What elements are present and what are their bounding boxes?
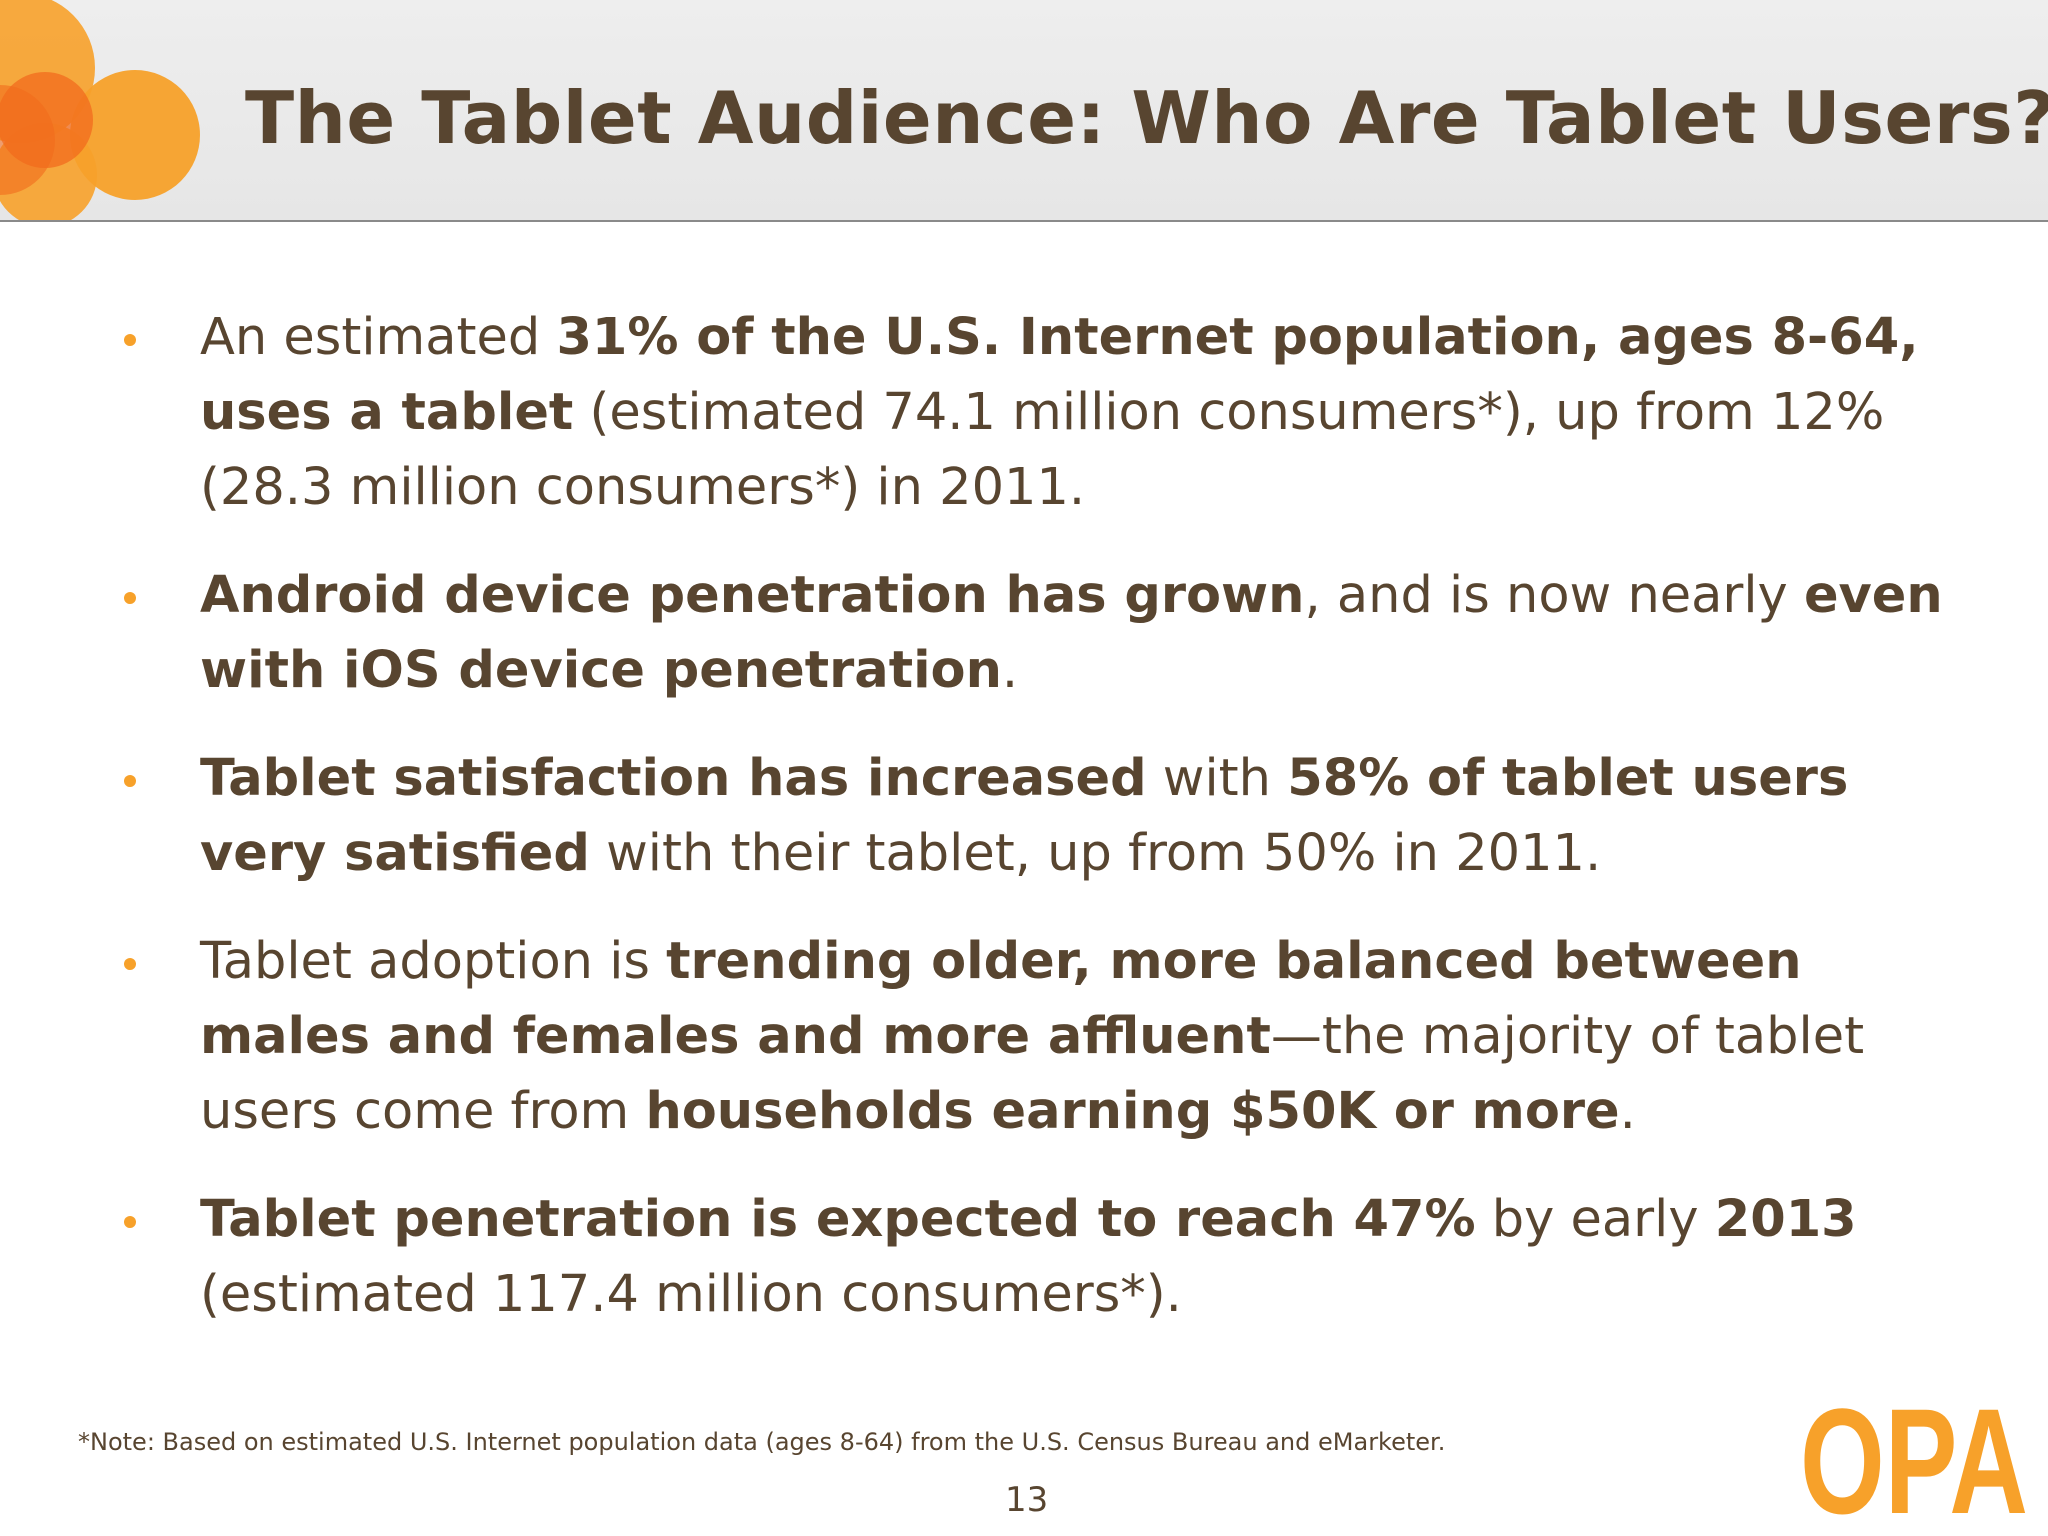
bullet-text-bold: 58% of tablet users very satisfied: [200, 749, 1849, 883]
bullet-dot-icon: [124, 1216, 136, 1228]
bullet-text: (estimated 117.4 million consumers*).: [200, 1265, 1182, 1324]
opa-logo-text: OPA: [1800, 1385, 2028, 1525]
bullet-text: by early: [1475, 1190, 1715, 1249]
bullet-text-bold: Android device penetration has grown: [200, 566, 1305, 625]
bullet-text: with their tablet, up from 50% in 2011.: [589, 824, 1602, 883]
bullet-text-bold: 2013: [1714, 1190, 1857, 1249]
bullet-text-bold: households earning $50K or more: [645, 1082, 1620, 1141]
bullet-text: Tablet adoption is: [200, 932, 667, 991]
bullet-item: Android device penetration has grown, an…: [110, 558, 1950, 708]
bullet-text-bold: trending older, more balanced between ma…: [200, 932, 1802, 1066]
bullet-text: An estimated: [200, 308, 557, 367]
bullet-text: —the majority of tablet users come from: [200, 1007, 1865, 1141]
page-number: 13: [1005, 1480, 1049, 1520]
bullet-dot-icon: [124, 334, 136, 346]
bullet-item: Tablet adoption is trending older, more …: [110, 924, 1950, 1149]
bullet-list: An estimated 31% of the U.S. Internet po…: [110, 300, 1950, 1365]
bullet-text-bold: 31% of the U.S. Internet population, age…: [200, 308, 1919, 442]
slide-header: The Tablet Audience: Who Are Tablet User…: [0, 0, 2048, 222]
bullet-item: An estimated 31% of the U.S. Internet po…: [110, 300, 1950, 525]
bullet-text-bold: Tablet satisfaction has increased: [200, 749, 1147, 808]
bullet-text: with: [1146, 749, 1288, 808]
bullet-text: .: [1001, 641, 1019, 700]
bullet-dot-icon: [124, 592, 136, 604]
bullet-dot-icon: [124, 958, 136, 970]
bullet-item: Tablet satisfaction has increased with 5…: [110, 741, 1950, 891]
bullet-text: .: [1619, 1082, 1636, 1141]
opa-logo: OPA: [1800, 1385, 2028, 1525]
bullet-text: (estimated 74.1 million consumers*), up …: [200, 383, 1885, 517]
bullet-text-bold: even with iOS device penetration: [200, 566, 1943, 700]
orange-circles-decoration: [0, 0, 200, 220]
bullet-item: Tablet penetration is expected to reach …: [110, 1182, 1950, 1332]
bullet-text: , and is now nearly: [1304, 566, 1804, 625]
bullet-text-bold: Tablet penetration is expected to reach …: [200, 1190, 1476, 1249]
slide-title: The Tablet Audience: Who Are Tablet User…: [245, 76, 2048, 160]
footnote: *Note: Based on estimated U.S. Internet …: [78, 1428, 1446, 1456]
bullet-dot-icon: [124, 775, 136, 787]
